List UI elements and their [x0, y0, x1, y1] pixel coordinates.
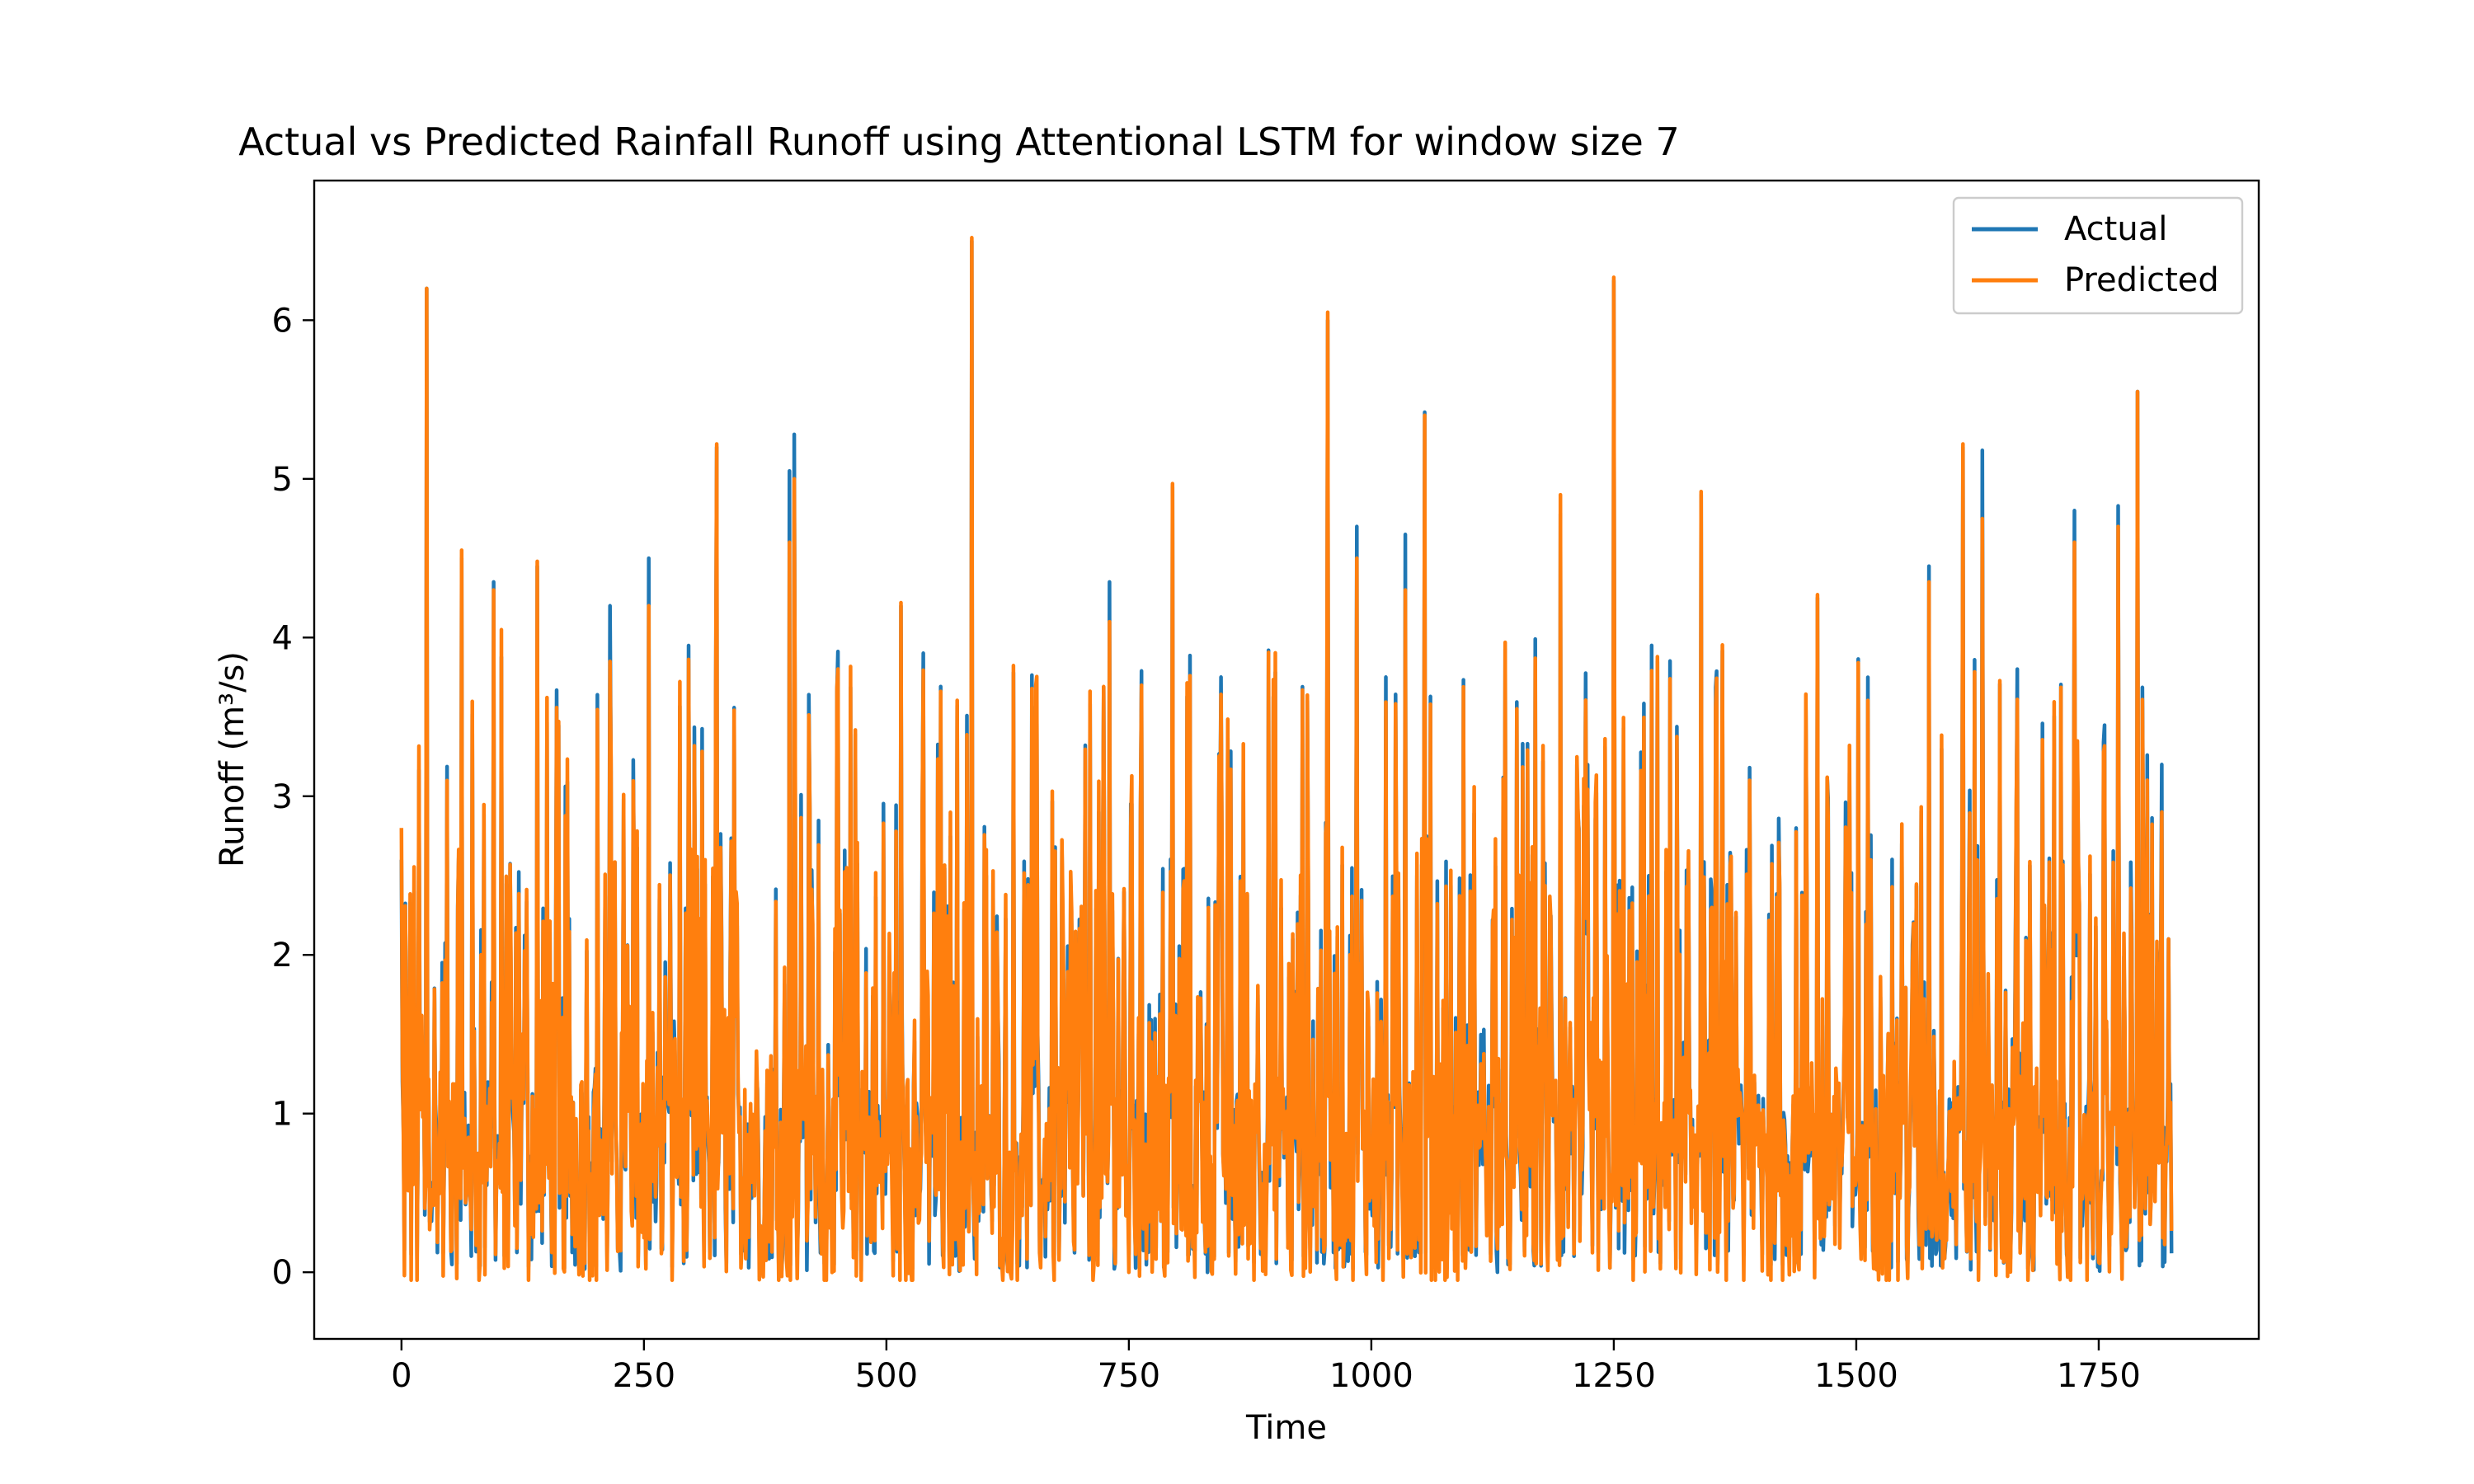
series-line-predicted: [399, 236, 2174, 1283]
y-axis-label: Runoff (m³/s): [214, 651, 252, 867]
x-tick-label: 1250: [1572, 1357, 1656, 1395]
plot-area: [313, 179, 2260, 1341]
x-tick-label: 750: [1098, 1357, 1160, 1395]
x-axis-label: Time: [1245, 1409, 1327, 1447]
legend-label-actual: Actual: [2064, 210, 2167, 248]
y-axis: 0 1 2 3 4 5 6: [272, 302, 314, 1292]
legend: Actual Predicted: [1952, 196, 2244, 315]
x-tick-label: 0: [391, 1357, 412, 1395]
x-tick-label: 1500: [1814, 1357, 1898, 1395]
x-axis: 0 250 500 750 1000 1250 1500 1750: [391, 1339, 2141, 1395]
series-layer: [399, 236, 2174, 1283]
y-tick-label: 4: [272, 619, 293, 657]
chart-title: Actual vs Predicted Rainfall Runoff usin…: [238, 120, 1680, 164]
x-tick-label: 500: [855, 1357, 918, 1395]
x-tick-label: 1000: [1329, 1357, 1413, 1395]
y-tick-label: 6: [272, 302, 293, 340]
y-tick-label: 2: [272, 937, 293, 974]
legend-label-predicted: Predicted: [2064, 261, 2219, 299]
y-tick-label: 3: [272, 778, 293, 816]
plot-frame: [313, 179, 2260, 1341]
x-tick-label: 250: [613, 1357, 675, 1395]
legend-box: [1952, 196, 2244, 315]
x-tick-label: 1750: [2057, 1357, 2141, 1395]
y-tick-label: 0: [272, 1254, 293, 1292]
y-tick-label: 5: [272, 461, 293, 499]
y-tick-label: 1: [272, 1096, 293, 1134]
